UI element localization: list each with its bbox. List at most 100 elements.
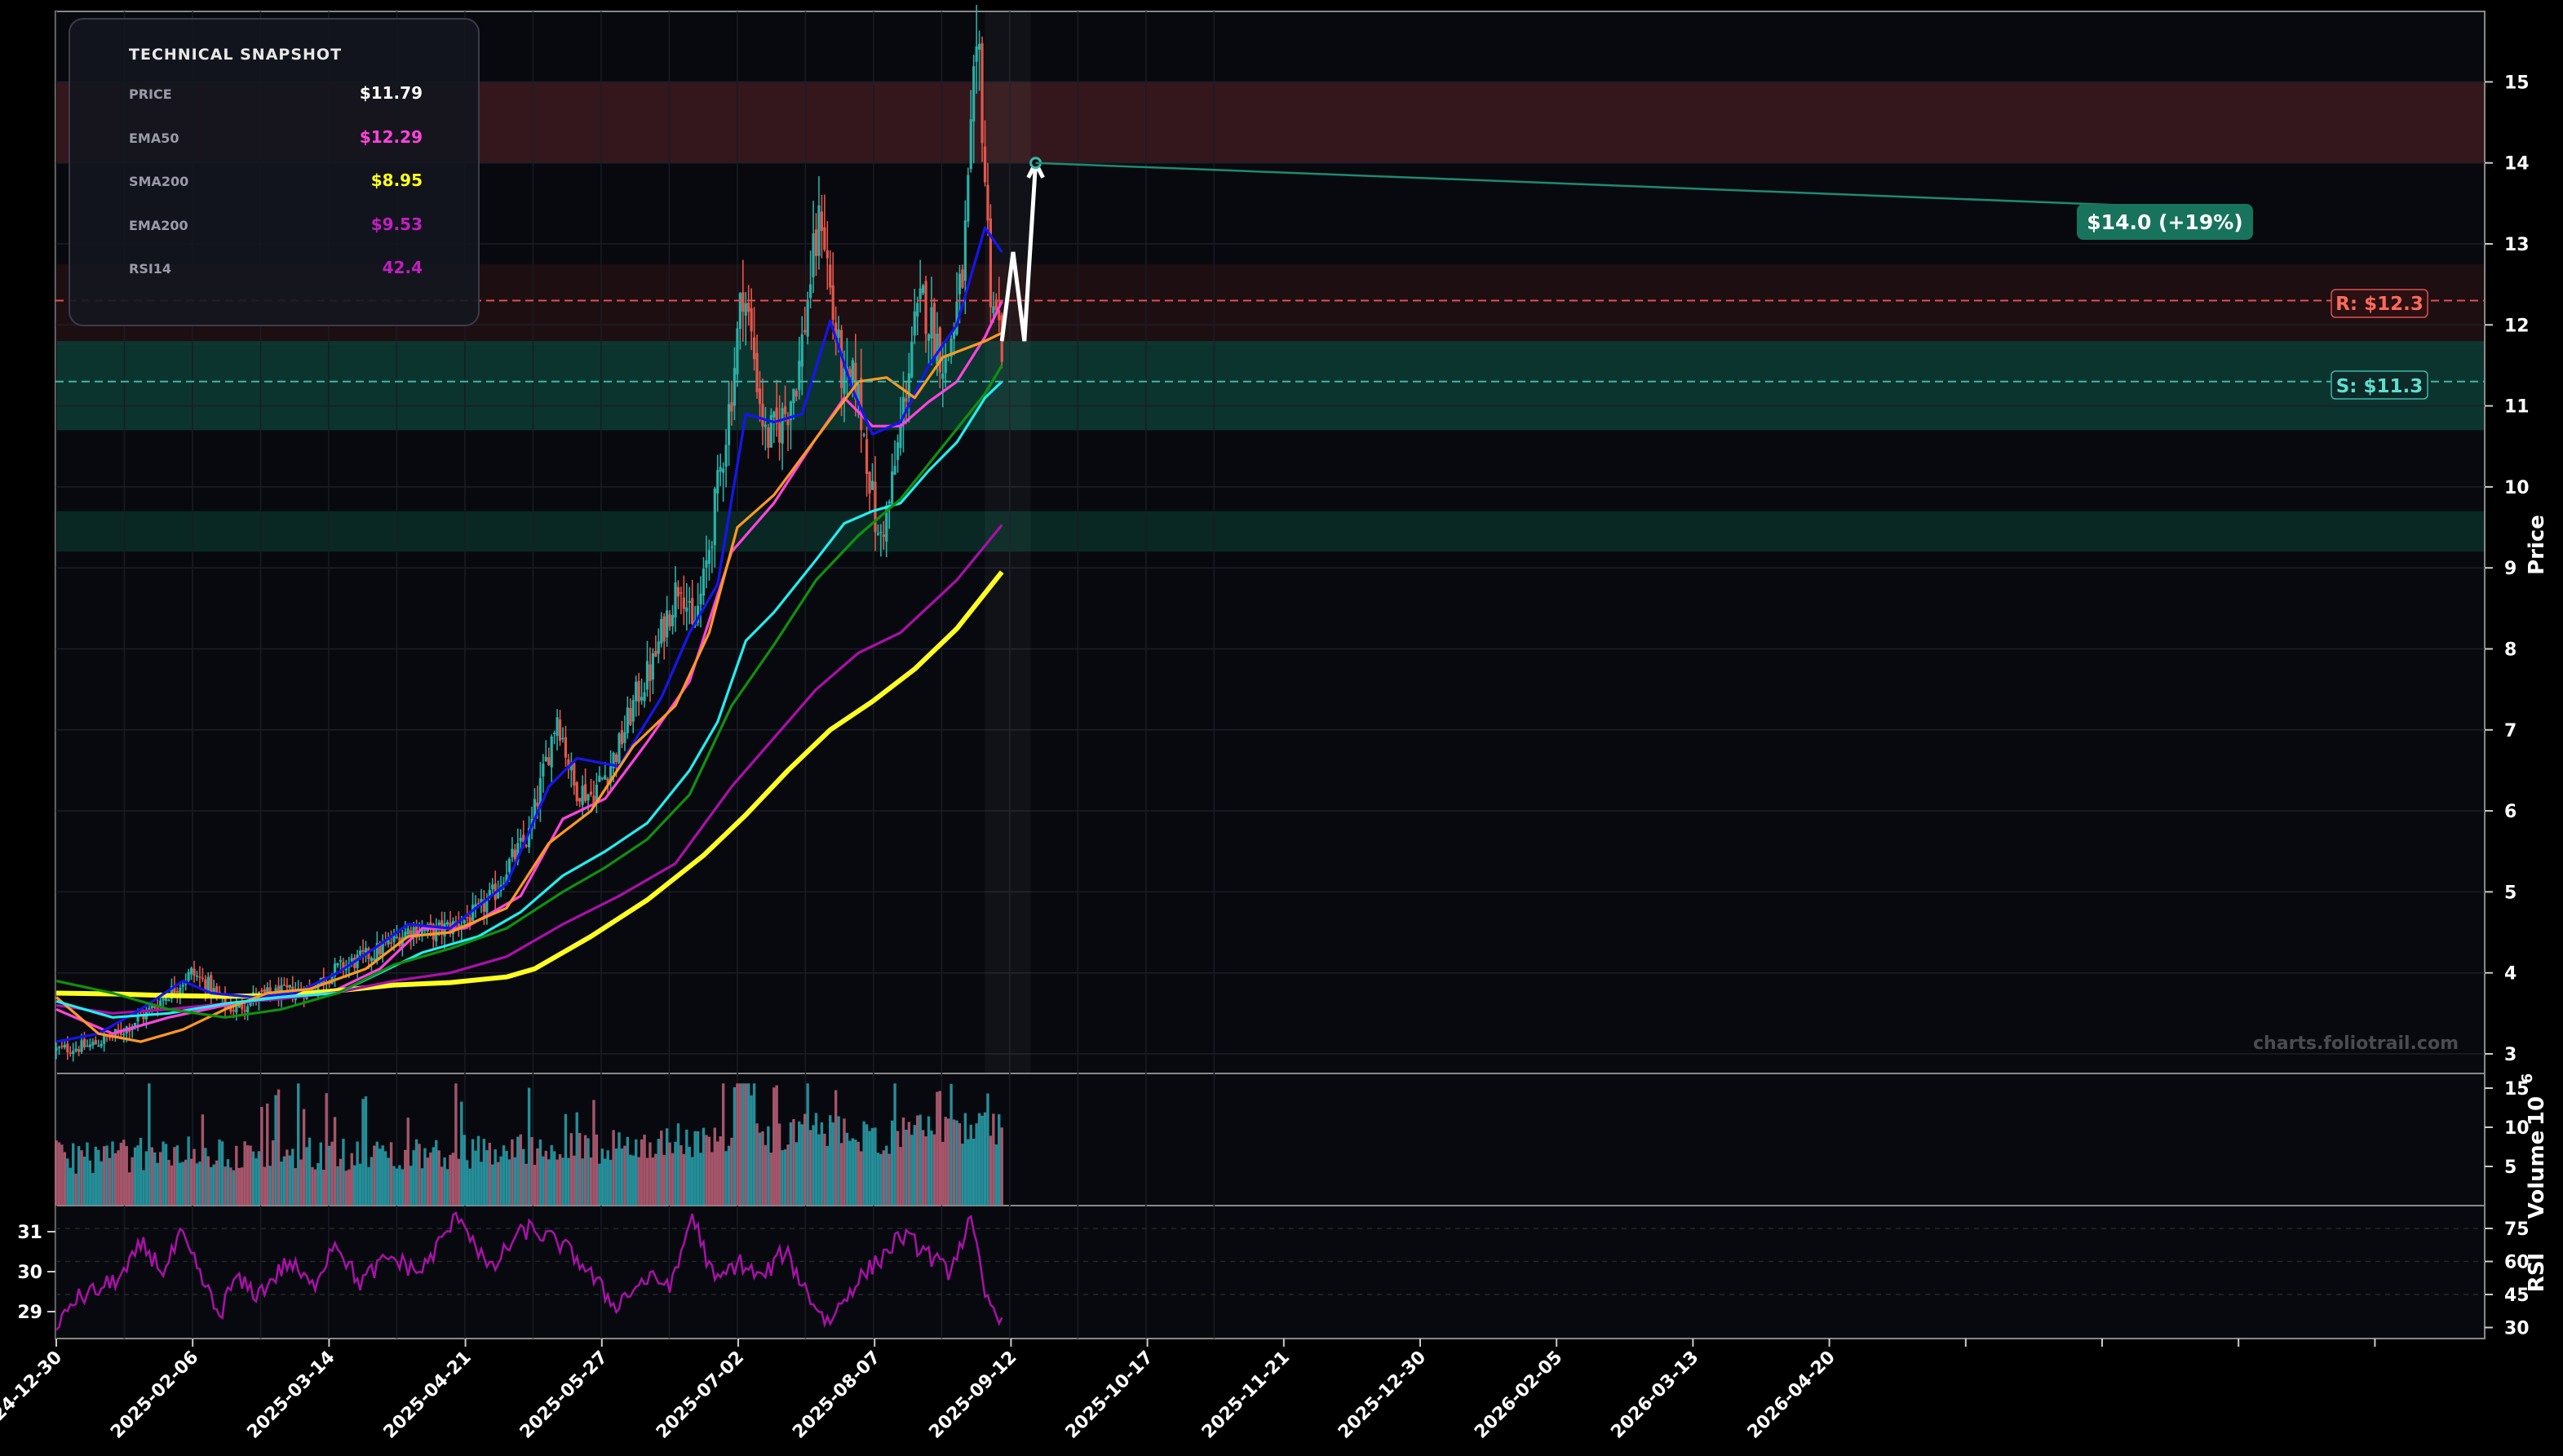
volume-bar xyxy=(435,1140,438,1206)
volume-bar xyxy=(454,1083,458,1206)
volume-bar xyxy=(544,1150,547,1206)
volume-bar xyxy=(924,1136,927,1206)
candle-body xyxy=(153,1006,157,1008)
candle-body xyxy=(612,752,615,768)
candle-body xyxy=(792,388,795,404)
volume-bar xyxy=(870,1127,874,1206)
volume-bar xyxy=(164,1144,168,1206)
candle-body xyxy=(972,66,976,122)
volume-bar xyxy=(693,1131,697,1206)
candle-body xyxy=(159,1000,162,1008)
candle-body xyxy=(676,586,680,597)
volume-bar xyxy=(460,1101,463,1206)
candle-body xyxy=(339,959,343,963)
candle-body xyxy=(342,962,345,971)
candle-body xyxy=(910,341,914,378)
candle-body xyxy=(834,322,838,343)
candle-body xyxy=(733,368,737,406)
volume-bar xyxy=(63,1152,67,1206)
volume-bar xyxy=(117,1150,120,1206)
volume-bar xyxy=(148,1083,151,1206)
candle-body xyxy=(55,1047,58,1051)
volume-bar xyxy=(772,1087,776,1206)
candle-body xyxy=(241,1003,244,1010)
volume-bar xyxy=(600,1148,604,1206)
volume-bar xyxy=(212,1164,215,1206)
volume-bar xyxy=(232,1170,236,1206)
volume-bar xyxy=(946,1118,950,1206)
rsi-panel xyxy=(55,1205,2486,1339)
svg-text:S: $11.3: S: $11.3 xyxy=(2336,376,2424,397)
volume-bar xyxy=(237,1167,241,1206)
volume-bar xyxy=(409,1166,413,1206)
volume-bar xyxy=(998,1114,1001,1206)
volume-bar xyxy=(251,1151,255,1206)
volume-bar xyxy=(198,1161,201,1206)
candle-body xyxy=(989,218,992,308)
volume-bar xyxy=(679,1144,683,1206)
candle-body xyxy=(564,737,568,758)
candle-body xyxy=(614,754,618,763)
volume-bar xyxy=(361,1099,365,1206)
volume-bar xyxy=(173,1147,176,1206)
candle-body xyxy=(651,653,654,680)
volume-bar xyxy=(440,1166,444,1206)
volume-bar xyxy=(204,1148,207,1206)
volume-bar xyxy=(347,1169,351,1206)
candle-body xyxy=(798,361,801,391)
volume-bar xyxy=(136,1145,139,1206)
volume-bar xyxy=(826,1145,829,1206)
x-tick-label: 2026-03-13 xyxy=(1607,1348,1702,1443)
volume-bar xyxy=(932,1134,936,1206)
volume-bar xyxy=(896,1131,900,1206)
candle-body xyxy=(789,401,793,421)
candle-body xyxy=(691,598,694,624)
volume-bar xyxy=(74,1173,77,1206)
candle-body xyxy=(998,310,1001,321)
candle-body xyxy=(629,708,632,725)
volume-bar xyxy=(525,1163,528,1206)
volume-bar xyxy=(755,1123,759,1206)
rsi-tick-label: 45 xyxy=(2504,1286,2530,1306)
volume-bar xyxy=(620,1148,624,1206)
volume-bar xyxy=(181,1162,184,1206)
volume-bar xyxy=(260,1107,263,1206)
volume-bar xyxy=(829,1115,832,1206)
x-tick-label: 2025-07-02 xyxy=(653,1348,748,1443)
candle-body xyxy=(750,308,753,332)
volume-bar xyxy=(122,1140,126,1206)
candle-body xyxy=(491,884,494,889)
candle-body xyxy=(567,759,570,768)
volume-bar xyxy=(961,1144,964,1206)
volume-bar xyxy=(589,1157,593,1206)
candle-body xyxy=(657,641,660,654)
candle-body xyxy=(190,967,193,975)
volume-bar xyxy=(105,1145,108,1206)
candle-body xyxy=(533,799,537,821)
candle-body xyxy=(88,1044,91,1047)
candle-body xyxy=(820,211,823,232)
candle-body xyxy=(930,307,933,339)
volume-bar xyxy=(854,1140,857,1206)
candle-body xyxy=(136,1016,139,1022)
volume-bar xyxy=(893,1083,896,1206)
candle-body xyxy=(713,489,716,546)
volume-bar xyxy=(418,1144,421,1206)
candle-body xyxy=(482,900,485,912)
candle-body xyxy=(103,1035,106,1044)
candle-body xyxy=(561,737,564,740)
candle-body xyxy=(558,719,562,741)
volume-bar xyxy=(111,1141,114,1206)
volume-bar xyxy=(865,1124,869,1206)
snapshot-label: EMA50 xyxy=(129,131,179,146)
volume-bar xyxy=(153,1152,157,1206)
candle-body xyxy=(592,795,595,803)
candle-body xyxy=(282,984,286,986)
candle-body xyxy=(333,963,337,976)
volume-bar xyxy=(286,1149,289,1206)
volume-bar xyxy=(938,1091,941,1206)
candle-body xyxy=(848,369,852,377)
x-tick-label: 2026-04-20 xyxy=(1744,1348,1839,1443)
candle-body xyxy=(870,480,874,490)
candle-body xyxy=(513,849,516,860)
